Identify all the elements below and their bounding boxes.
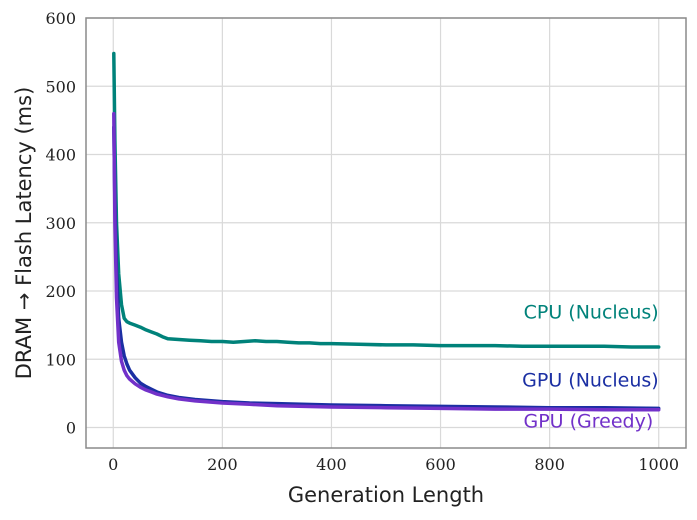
tick-labels: 0 200 400 600 800 1000 0 100 200 300 400 500 600	[45, 9, 679, 474]
x-tick-label: 0	[108, 455, 118, 474]
y-tick-label: 500	[45, 77, 76, 96]
x-tick-label: 800	[534, 455, 565, 474]
series-label-gpu-nucleus: GPU (Nucleus)	[522, 370, 659, 392]
y-tick-label: 0	[66, 419, 76, 438]
series-labels: CPU (Nucleus) GPU (Nucleus) GPU (Greedy)	[522, 301, 659, 432]
series-line-gpu-greedy	[112, 111, 661, 412]
y-tick-label: 300	[45, 214, 76, 233]
series-lines	[112, 51, 661, 412]
y-tick-label: 600	[45, 9, 76, 28]
series-line-cpu-nucleus	[112, 51, 661, 349]
series-label-gpu-greedy: GPU (Greedy)	[524, 411, 654, 433]
plot-frame	[85, 17, 687, 449]
y-axis-title: DRAM → Flash Latency (ms)	[12, 87, 36, 380]
x-tick-label: 1000	[638, 455, 679, 474]
x-tick-label: 400	[316, 455, 347, 474]
y-tick-label: 100	[45, 350, 76, 369]
y-tick-label: 200	[45, 282, 76, 301]
x-tick-label: 600	[425, 455, 456, 474]
x-tick-label: 200	[207, 455, 238, 474]
x-axis-title: Generation Length	[288, 483, 484, 507]
y-tick-label: 400	[45, 146, 76, 165]
series-line-gpu-nucleus	[112, 125, 661, 411]
series-label-cpu-nucleus: CPU (Nucleus)	[524, 301, 659, 323]
